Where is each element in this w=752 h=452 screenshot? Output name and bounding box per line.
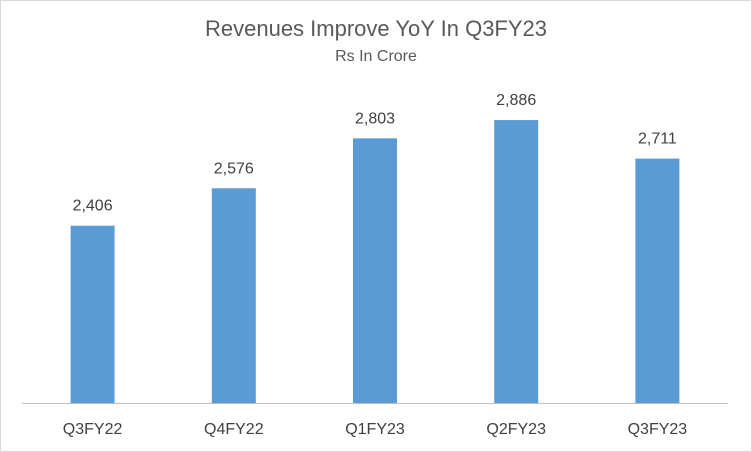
- x-tick-label-q3fy22: Q3FY22: [63, 421, 123, 438]
- bar-q3fy22: [70, 225, 115, 403]
- bar-q4fy22: [211, 188, 256, 403]
- x-tick-label-q1fy23: Q1FY23: [345, 421, 405, 438]
- data-label-q4fy22: 2,576: [214, 160, 254, 177]
- data-label-q3fy23: 2,711: [638, 131, 677, 148]
- chart-subtitle: Rs In Crore: [335, 48, 417, 65]
- data-label-q2fy23: 2,886: [496, 92, 536, 109]
- bar-q1fy23: [353, 138, 397, 403]
- x-tick-label-q3fy23: Q3FY23: [628, 421, 688, 438]
- x-tick-label-q2fy23: Q2FY23: [486, 421, 546, 438]
- chart-title: Revenues Improve YoY In Q3FY23: [204, 16, 548, 41]
- bar-q3fy23: [635, 158, 680, 403]
- data-label-q3fy22: 2,406: [73, 198, 113, 215]
- data-label-q1fy23: 2,803: [355, 110, 395, 127]
- bar-q2fy23: [494, 120, 539, 403]
- x-tick-label-q4fy22: Q4FY22: [204, 421, 264, 438]
